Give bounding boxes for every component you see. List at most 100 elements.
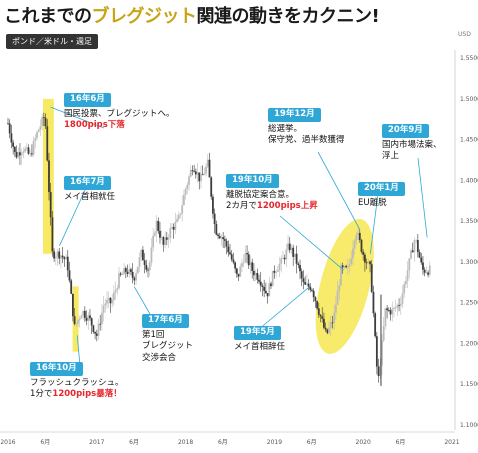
y-tick-label: 1.4000 (460, 177, 478, 184)
candle-body (150, 247, 153, 263)
candle-body (10, 133, 13, 143)
candle-body (112, 292, 115, 301)
candle-body (210, 177, 213, 197)
annotation-header: 19年5月 (234, 326, 281, 340)
candle-body (270, 283, 272, 287)
y-tick-labels: 1.5500 1.5000 1.4500 1.4000 1.3500 1.3000 1.25… (460, 55, 478, 429)
leader-lines (50, 106, 428, 367)
candle-body (299, 265, 301, 272)
candle-body (143, 260, 146, 265)
candle-body (107, 297, 110, 300)
candle-body (290, 247, 293, 251)
candle-body (336, 290, 339, 305)
candle-body (148, 262, 151, 271)
y-tick-label: 1.5500 (460, 55, 478, 62)
candle-body (266, 293, 269, 297)
annotation-text: メイ首相辞任 (234, 341, 286, 352)
x-tick-label: 2020 (356, 439, 371, 446)
candle-body (13, 146, 16, 152)
candle-body (305, 283, 308, 285)
candle-body (71, 293, 74, 317)
candle-body (126, 271, 129, 274)
candle-body (49, 192, 52, 218)
annotation-2016-07: 16年7月 メイ首相就任 (64, 176, 115, 203)
candle-body (80, 315, 83, 319)
candle-body (403, 283, 406, 294)
candle-body (416, 240, 419, 253)
x-tick-label: 2017 (89, 439, 104, 446)
candle-body (311, 289, 313, 291)
annotation-text-prefix: 1分で (30, 389, 53, 399)
candle-body (261, 285, 264, 287)
candle-body (186, 184, 189, 189)
candle-body (227, 246, 230, 253)
candle-body (123, 268, 126, 275)
candle-body (95, 333, 98, 336)
candle-body (7, 123, 9, 125)
annotation-text: EU離脱 (358, 197, 387, 208)
candle-body (253, 270, 255, 276)
candle-body (75, 323, 78, 325)
candle-body (283, 257, 286, 260)
annotation-emphasis: 1200pips上昇 (256, 201, 318, 211)
candle-body (12, 142, 15, 147)
candle-body (249, 262, 252, 266)
title-highlight: ブレグジット (91, 6, 198, 27)
candle-body (203, 173, 206, 175)
candle-body (343, 266, 346, 268)
candle-body (237, 273, 240, 277)
candle-body (212, 196, 214, 214)
candle-body (394, 307, 397, 309)
candle-body (130, 269, 132, 272)
candle-body (56, 251, 59, 257)
candle-body (326, 329, 329, 333)
candle-body (188, 176, 190, 185)
candle-body (333, 312, 336, 323)
candle-body (145, 264, 148, 270)
candle-body (215, 224, 218, 235)
candle-body (217, 234, 219, 236)
candle-body (82, 310, 85, 316)
candle-body (165, 237, 168, 240)
candle-body (374, 313, 377, 337)
x-tick-label: 6月 (307, 439, 317, 446)
candle-body (358, 232, 361, 240)
candle-body (346, 266, 349, 268)
candle-body (172, 227, 175, 230)
candle-body (196, 172, 199, 175)
candle-body (234, 262, 237, 269)
candle-body (247, 254, 250, 266)
candle-body (133, 277, 136, 281)
candle-body (273, 270, 276, 273)
candle-body (331, 322, 334, 324)
candle-body (300, 271, 303, 279)
candle-body (8, 123, 11, 134)
candle-body (213, 213, 216, 225)
candle-body (393, 307, 395, 309)
candle-body (360, 239, 363, 252)
annotation-header: 16年7月 (64, 176, 111, 190)
candle-body (121, 274, 124, 276)
annotation-header: 16年6月 (64, 93, 111, 107)
annotation-text: 保守党、過半数獲得 (268, 135, 345, 145)
candle-body (408, 258, 411, 271)
annotation-2019-12: 19年12月 総選挙。 保守党、過半数獲得 (268, 108, 345, 147)
candle-body (124, 268, 127, 272)
candle-body (422, 262, 424, 270)
candle-body (293, 253, 296, 257)
candle-body (27, 147, 30, 154)
candle-body (427, 272, 429, 275)
candle-body (304, 282, 307, 285)
candle-body (152, 235, 155, 248)
candle-body (155, 220, 158, 233)
annotation-header: 16年10月 (30, 362, 83, 376)
candle-body (244, 253, 247, 263)
candle-body (352, 248, 354, 259)
page-title: これまでのブレグジット関連の動きをカクニン! (4, 2, 380, 28)
candle-body (136, 266, 139, 274)
candle-body (53, 251, 56, 259)
candle-body (77, 319, 79, 324)
candle-body (36, 131, 38, 139)
pair-label: ポンド／米ドル・週足 (6, 34, 98, 49)
candle-body (218, 235, 221, 239)
